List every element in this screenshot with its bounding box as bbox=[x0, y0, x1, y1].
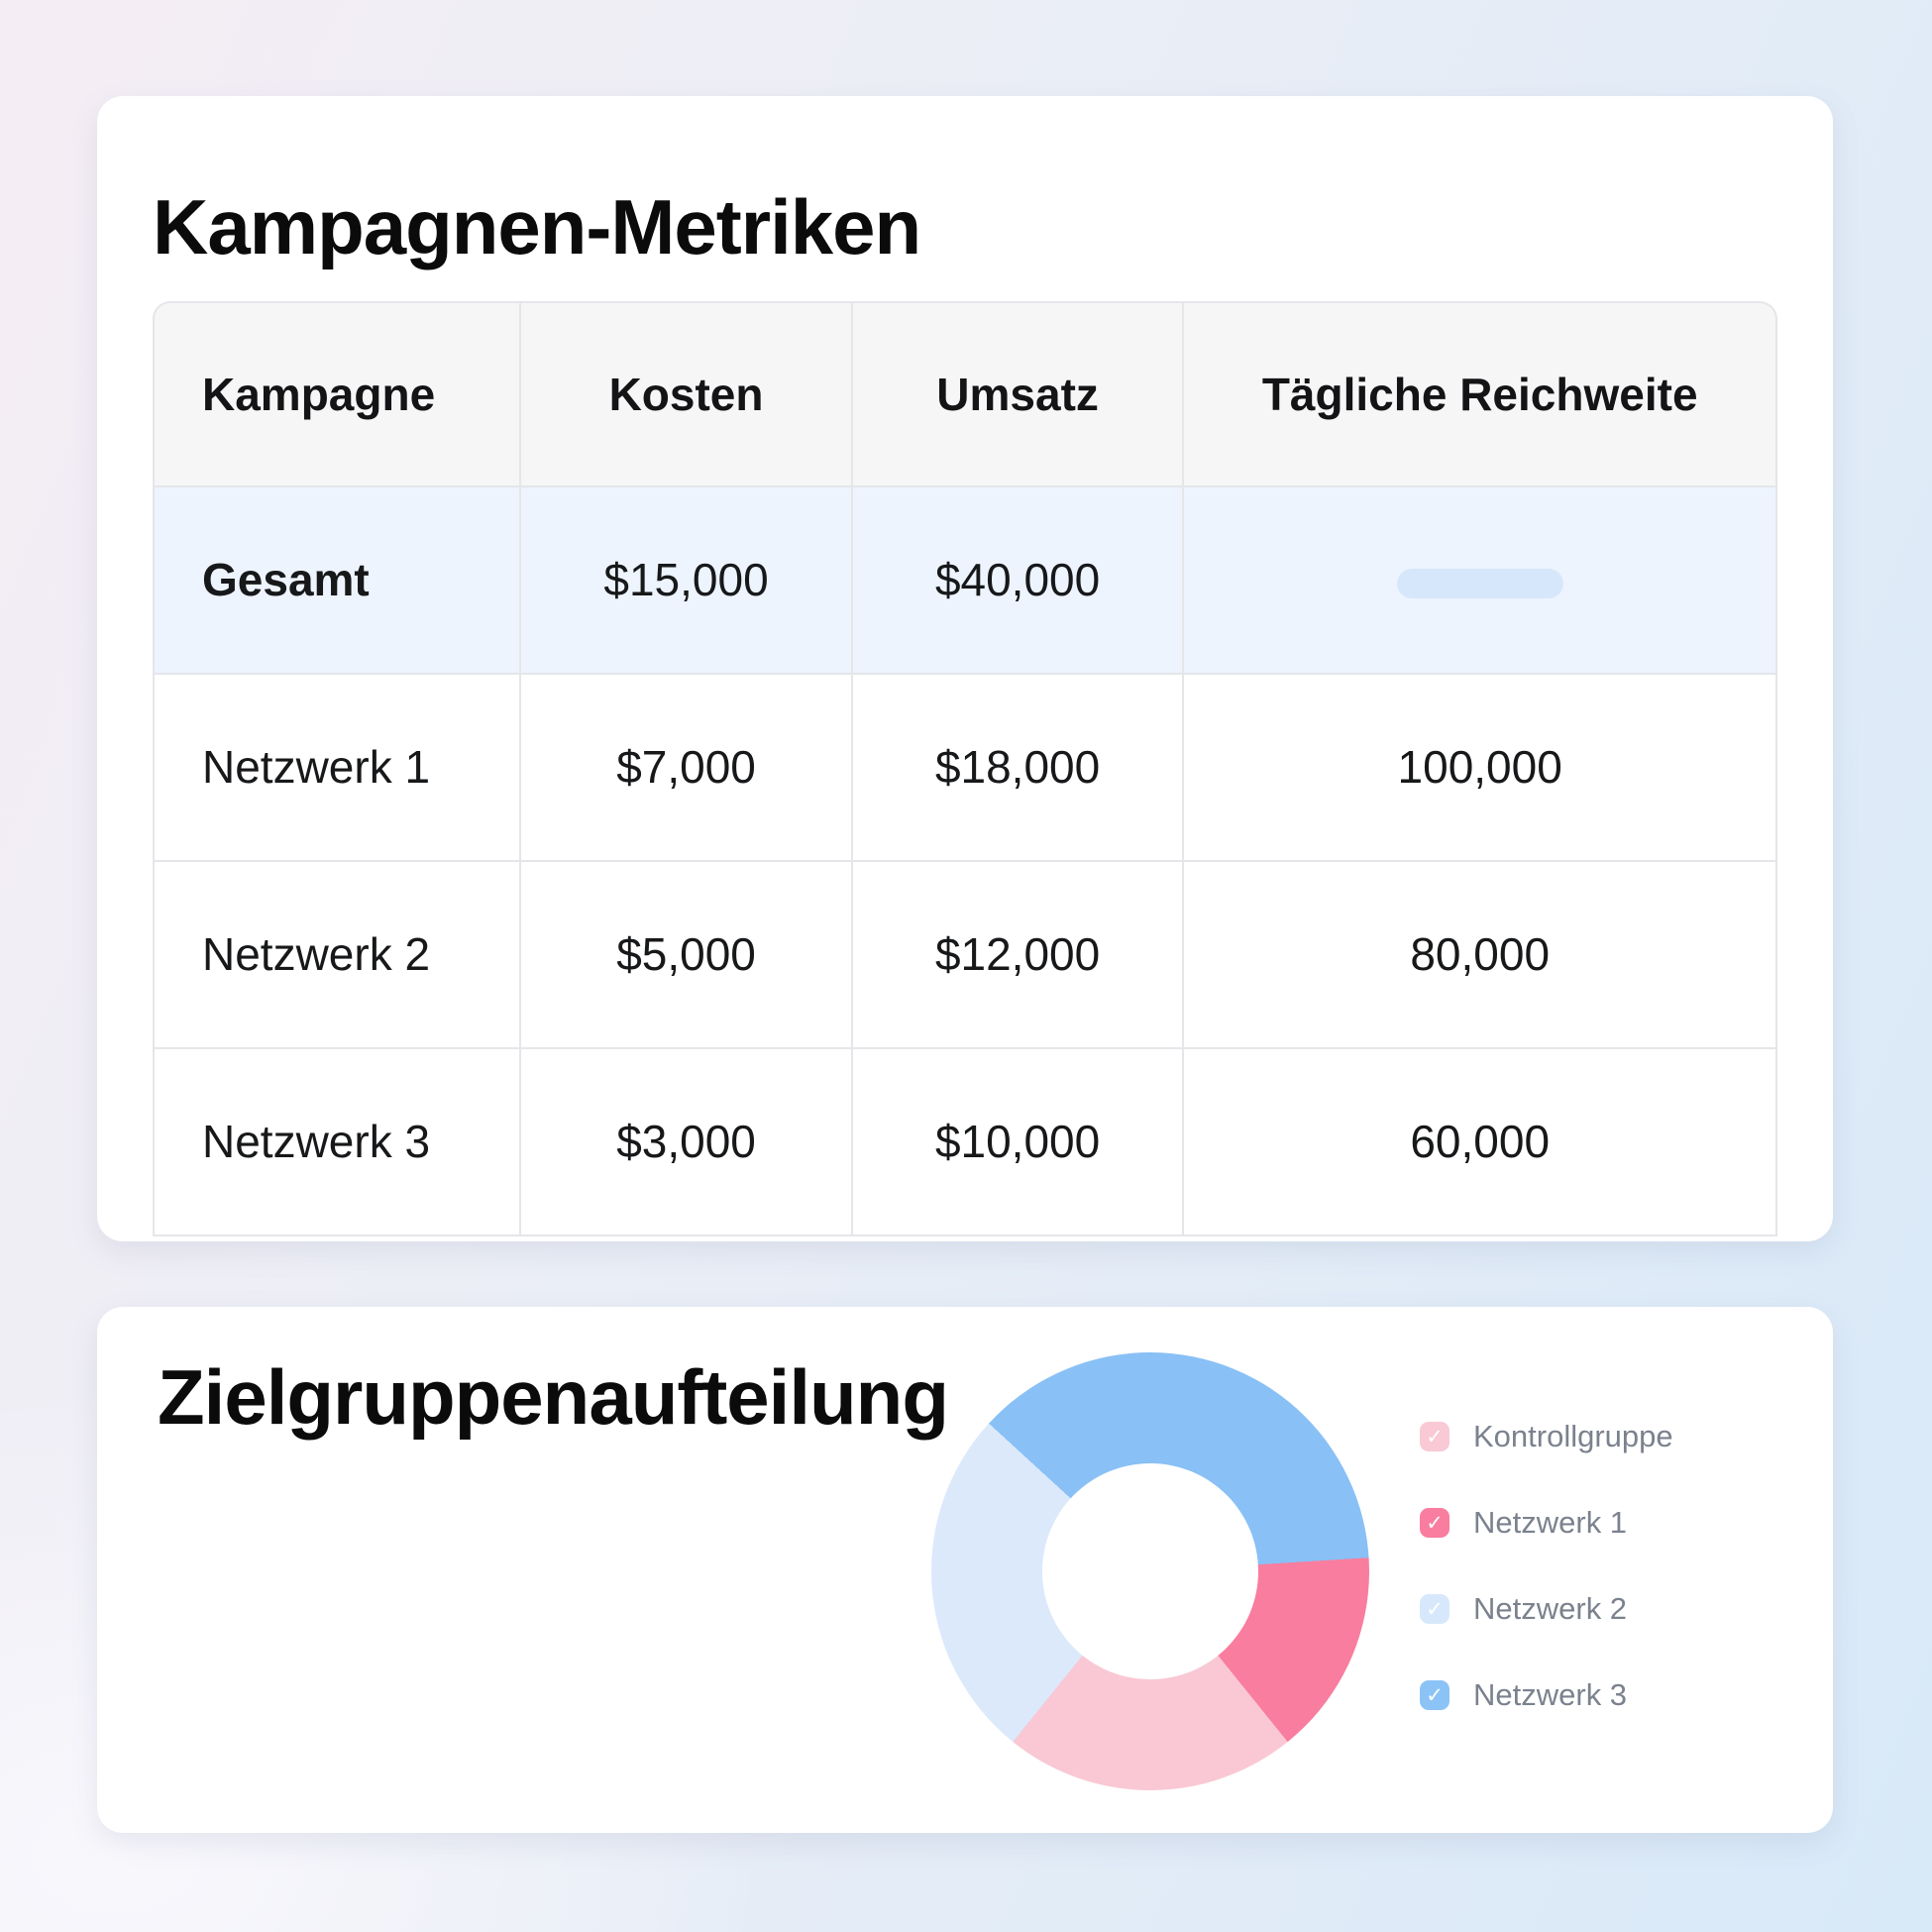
column-header-umsatz: Umsatz bbox=[852, 300, 1185, 487]
table-row-gesamt: Gesamt $15,000 $40,000 bbox=[153, 486, 1777, 675]
legend-item-netzwerk-1[interactable]: ✓ Netzwerk 1 bbox=[1420, 1505, 1673, 1540]
column-header-kosten: Kosten bbox=[521, 300, 853, 487]
check-icon: ✓ bbox=[1426, 1597, 1444, 1621]
check-icon: ✓ bbox=[1426, 1511, 1444, 1535]
donut-chart[interactable] bbox=[931, 1352, 1369, 1790]
check-icon: ✓ bbox=[1426, 1683, 1444, 1707]
cell-gesamt-reichweite bbox=[1184, 486, 1777, 675]
legend-label: Netzwerk 1 bbox=[1473, 1505, 1628, 1540]
legend-label: Netzwerk 3 bbox=[1473, 1677, 1628, 1712]
cell-netzwerk-1-reichweite: 100,000 bbox=[1184, 674, 1777, 862]
cell-gesamt-kosten: $15,000 bbox=[521, 486, 853, 675]
table-row-netzwerk-2: Netzwerk 2 $5,000 $12,000 80,000 bbox=[153, 861, 1777, 1049]
metrics-card-title: Kampagnen-Metriken bbox=[153, 183, 921, 270]
reach-placeholder-pill bbox=[1396, 568, 1563, 598]
column-header-taegliche-reichweite: Tägliche Reichweite bbox=[1184, 300, 1777, 487]
legend-item-netzwerk-2[interactable]: ✓ Netzwerk 2 bbox=[1420, 1591, 1673, 1626]
cell-gesamt-umsatz: $40,000 bbox=[852, 486, 1185, 675]
row-label-gesamt: Gesamt bbox=[153, 486, 522, 675]
table-row-netzwerk-1: Netzwerk 1 $7,000 $18,000 100,000 bbox=[153, 674, 1777, 862]
chart-legend: ✓ Kontrollgruppe ✓ Netzwerk 1 ✓ Netzwerk… bbox=[1420, 1419, 1673, 1712]
cell-netzwerk-2-kosten: $5,000 bbox=[521, 861, 853, 1049]
row-label-netzwerk-3: Netzwerk 3 bbox=[153, 1048, 522, 1236]
checkbox-icon-netzwerk-3[interactable]: ✓ bbox=[1420, 1680, 1449, 1710]
column-header-kampagne: Kampagne bbox=[153, 300, 522, 487]
campaign-metrics-card: Kampagnen-Metriken Kampagne Kosten Umsat… bbox=[97, 96, 1833, 1241]
audience-split-card: Zielgruppenaufteilung ✓ Kontrollgruppe ✓… bbox=[97, 1307, 1833, 1833]
row-label-netzwerk-2: Netzwerk 2 bbox=[153, 861, 522, 1049]
campaign-metrics-table: Kampagne Kosten Umsatz Tägliche Reichwei… bbox=[153, 300, 1777, 1236]
checkbox-icon-netzwerk-1[interactable]: ✓ bbox=[1420, 1508, 1449, 1538]
check-icon: ✓ bbox=[1426, 1425, 1444, 1449]
cell-netzwerk-2-umsatz: $12,000 bbox=[852, 861, 1185, 1049]
cell-netzwerk-3-reichweite: 60,000 bbox=[1184, 1048, 1777, 1236]
cell-netzwerk-3-umsatz: $10,000 bbox=[852, 1048, 1185, 1236]
table-header-row: Kampagne Kosten Umsatz Tägliche Reichwei… bbox=[153, 300, 1777, 487]
checkbox-icon-kontrollgruppe[interactable]: ✓ bbox=[1420, 1422, 1449, 1451]
cell-netzwerk-1-kosten: $7,000 bbox=[521, 674, 853, 862]
cell-netzwerk-3-kosten: $3,000 bbox=[521, 1048, 853, 1236]
audience-card-title: Zielgruppenaufteilung bbox=[158, 1353, 949, 1441]
row-label-netzwerk-1: Netzwerk 1 bbox=[153, 674, 522, 862]
table-row-netzwerk-3: Netzwerk 3 $3,000 $10,000 60,000 bbox=[153, 1048, 1777, 1236]
checkbox-icon-netzwerk-2[interactable]: ✓ bbox=[1420, 1594, 1449, 1624]
legend-label: Netzwerk 2 bbox=[1473, 1591, 1628, 1626]
legend-item-netzwerk-3[interactable]: ✓ Netzwerk 3 bbox=[1420, 1677, 1673, 1712]
legend-item-kontrollgruppe[interactable]: ✓ Kontrollgruppe bbox=[1420, 1419, 1673, 1453]
legend-label: Kontrollgruppe bbox=[1473, 1419, 1673, 1453]
cell-netzwerk-1-umsatz: $18,000 bbox=[852, 674, 1185, 862]
cell-netzwerk-2-reichweite: 80,000 bbox=[1184, 861, 1777, 1049]
